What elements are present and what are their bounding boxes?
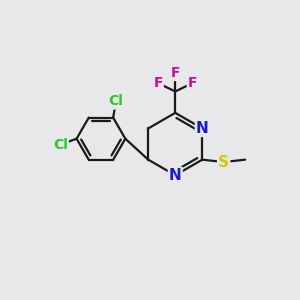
Text: N: N: [169, 168, 182, 183]
Text: Cl: Cl: [53, 138, 68, 152]
Text: S: S: [218, 154, 229, 169]
Text: N: N: [196, 121, 209, 136]
Text: Cl: Cl: [109, 94, 123, 109]
Text: F: F: [153, 76, 163, 90]
Text: F: F: [188, 76, 197, 90]
Text: F: F: [170, 66, 180, 80]
